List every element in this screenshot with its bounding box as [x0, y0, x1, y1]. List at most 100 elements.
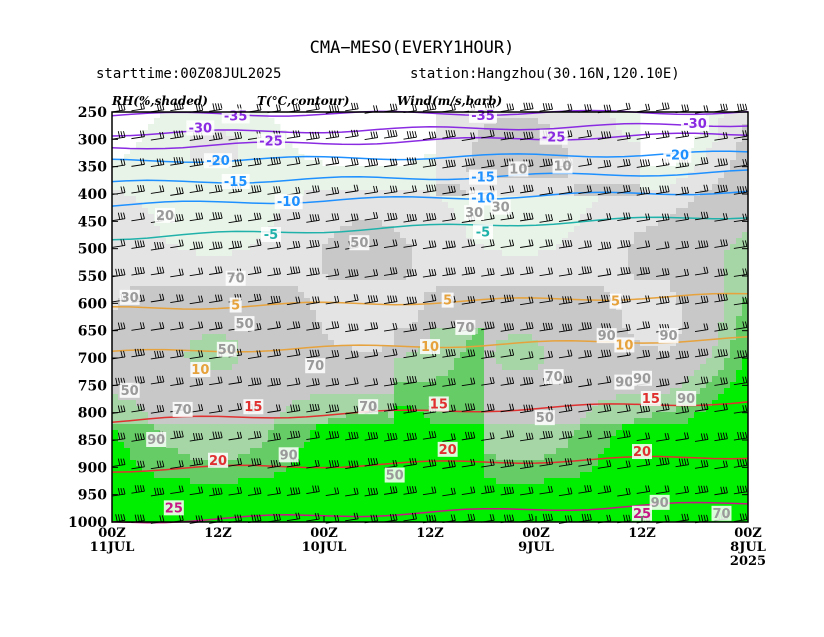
rh-cell [304, 232, 311, 239]
rh-cell [124, 478, 131, 485]
rh-cell [130, 262, 137, 269]
rh-cell [550, 274, 557, 281]
rh-cell [394, 496, 401, 503]
rh-cell [328, 316, 335, 323]
rh-cell [388, 412, 395, 419]
rh-cell [436, 208, 443, 215]
rh-cell [268, 490, 275, 497]
rh-cell [202, 394, 209, 401]
rh-cell [214, 262, 221, 269]
rh-cell [424, 328, 431, 335]
rh-cell [562, 316, 569, 323]
rh-cell [454, 316, 461, 323]
rh-cell [460, 484, 467, 491]
rh-cell [130, 268, 137, 275]
rh-cell [316, 382, 323, 389]
rh-cell [280, 268, 287, 275]
rh-cell [118, 214, 125, 221]
rh-cell [226, 418, 233, 425]
rh-cell [502, 508, 509, 515]
rh-cell [124, 430, 131, 437]
rh-cell [190, 286, 197, 293]
rh-cell [316, 394, 323, 401]
rh-cell [232, 220, 239, 227]
rh-cell [130, 466, 137, 473]
rh-cell [442, 436, 449, 443]
rh-cell [322, 166, 329, 173]
rh-cell [268, 166, 275, 173]
rh-cell [376, 328, 383, 335]
rh-cell [340, 364, 347, 371]
rh-cell [478, 406, 485, 413]
rh-cell [208, 364, 215, 371]
rh-cell [328, 244, 335, 251]
rh-cell [112, 508, 119, 515]
rh-cell [136, 484, 143, 491]
rh-cell [214, 250, 221, 257]
rh-cell [292, 274, 299, 281]
rh-cell [448, 364, 455, 371]
rh-cell [202, 346, 209, 353]
rh-cell [400, 202, 407, 209]
rh-cell [280, 514, 287, 521]
rh-cell [502, 322, 509, 329]
rh-cell [442, 424, 449, 431]
rh-cell [376, 412, 383, 419]
rh-cell [304, 400, 311, 407]
rh-cell [316, 250, 323, 257]
rh-cell [478, 502, 485, 509]
rh-cell [304, 268, 311, 275]
rh-cell [358, 436, 365, 443]
rh-cell [460, 214, 467, 221]
rh-cell [154, 310, 161, 317]
rh-cell [556, 232, 563, 239]
rh-cell [316, 472, 323, 479]
rh-cell [244, 412, 251, 419]
rh-cell [496, 502, 503, 509]
rh-cell [526, 388, 533, 395]
rh-cell [250, 178, 257, 185]
rh-cell [298, 226, 305, 233]
rh-cell [196, 148, 203, 155]
rh-cell [514, 346, 521, 353]
rh-cell [124, 508, 131, 515]
rh-cell [370, 250, 377, 257]
rh-cell [538, 166, 545, 173]
rh-cell [256, 376, 263, 383]
rh-cell [118, 448, 125, 455]
rh-cell [406, 256, 413, 263]
rh-cell [418, 184, 425, 191]
chart-title: CMA−MESO(EVERY1HOUR) [309, 38, 515, 58]
rh-cell [460, 232, 467, 239]
rh-cell [400, 226, 407, 233]
rh-cell [454, 490, 461, 497]
rh-cell [130, 334, 137, 341]
rh-cell [298, 388, 305, 395]
rh-cell [268, 220, 275, 227]
rh-cell [376, 316, 383, 323]
rh-cell [538, 370, 545, 377]
rh-cell [244, 244, 251, 251]
rh-cell [340, 172, 347, 179]
rh-cell [238, 496, 245, 503]
rh-cell [400, 274, 407, 281]
rh-cell [220, 358, 227, 365]
rh-cell [484, 382, 491, 389]
rh-cell [280, 262, 287, 269]
rh-cell [412, 478, 419, 485]
rh-cell [130, 238, 137, 245]
rh-cell [448, 310, 455, 317]
rh-cell [328, 484, 335, 491]
rh-cell [478, 316, 485, 323]
rh-cell [496, 478, 503, 485]
rh-cell [472, 250, 479, 257]
rh-cell [322, 226, 329, 233]
rh-cell [430, 238, 437, 245]
rh-cell [502, 292, 509, 299]
rh-cell [190, 274, 197, 281]
rh-cell [442, 364, 449, 371]
rh-cell [418, 364, 425, 371]
rh-cell [316, 430, 323, 437]
rh-cell [346, 418, 353, 425]
rh-cell [250, 244, 257, 251]
